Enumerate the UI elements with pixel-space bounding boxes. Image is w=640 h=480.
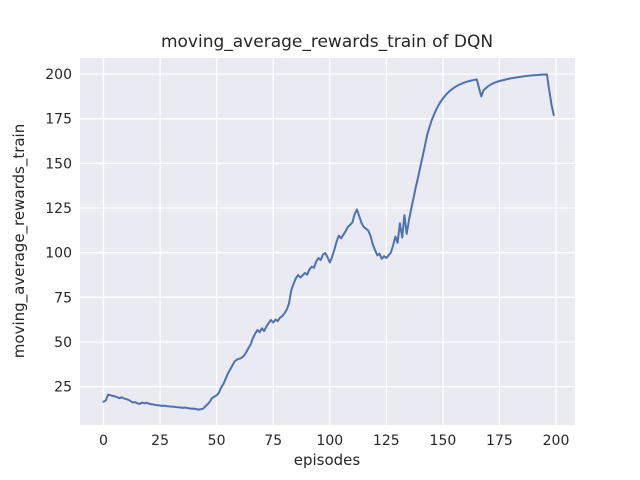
x-tick-label: 100 — [316, 433, 343, 449]
y-tick-label: 50 — [54, 335, 72, 351]
y-axis-label: moving_average_rewards_train — [10, 124, 29, 358]
x-tick-label: 75 — [264, 433, 282, 449]
x-tick-label: 175 — [486, 433, 513, 449]
x-tick-label: 125 — [373, 433, 400, 449]
chart-title: moving_average_rewards_train of DQN — [161, 32, 493, 52]
x-tick-labels: 0 25 50 75 100 125 150 175 200 — [99, 433, 569, 449]
y-tick-label: 25 — [54, 380, 72, 396]
x-tick-label: 0 — [99, 433, 108, 449]
y-tick-label: 200 — [45, 67, 72, 83]
plot-background — [80, 58, 575, 425]
y-tick-label: 75 — [54, 290, 72, 306]
y-tick-label: 125 — [45, 201, 72, 217]
series-layer — [102, 73, 555, 411]
x-axis-label: episodes — [294, 451, 361, 469]
moving-average-reward-line — [102, 73, 555, 411]
gridlines — [80, 58, 575, 425]
y-tick-labels: 25 50 75 100 125 150 175 200 — [45, 67, 72, 396]
y-tick-label: 175 — [45, 112, 72, 128]
x-tick-label: 25 — [151, 433, 169, 449]
y-tick-label: 100 — [45, 246, 72, 262]
x-tick-label: 150 — [430, 433, 457, 449]
x-tick-label: 200 — [543, 433, 570, 449]
x-tick-label: 50 — [208, 433, 226, 449]
y-tick-label: 150 — [45, 156, 72, 172]
